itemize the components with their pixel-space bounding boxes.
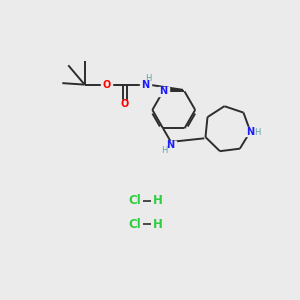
Text: N: N: [159, 86, 167, 96]
Text: H: H: [255, 128, 261, 137]
Bar: [140, 80, 151, 89]
Text: N: N: [167, 140, 175, 150]
Text: N: N: [246, 127, 254, 136]
Text: Cl: Cl: [129, 194, 142, 207]
Text: O: O: [103, 80, 111, 90]
Bar: [101, 80, 112, 89]
Text: H: H: [152, 218, 162, 231]
Bar: [158, 87, 169, 95]
Text: H: H: [152, 194, 162, 207]
Text: H: H: [145, 74, 151, 82]
Bar: [245, 127, 256, 136]
Bar: [165, 141, 176, 149]
Text: O: O: [121, 99, 129, 109]
Text: Cl: Cl: [129, 218, 142, 231]
Text: H: H: [161, 146, 167, 154]
Bar: [119, 100, 130, 108]
Text: N: N: [142, 80, 150, 90]
